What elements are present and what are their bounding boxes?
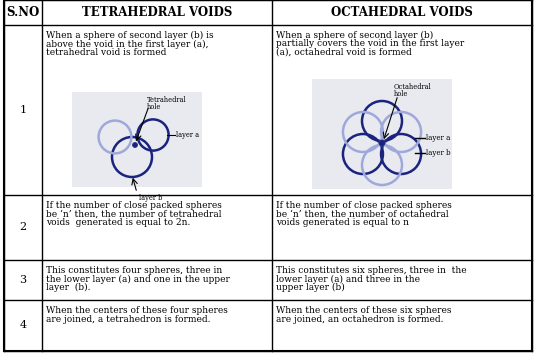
Text: 4: 4 [19, 321, 27, 331]
Text: lower layer (a) and three in the: lower layer (a) and three in the [276, 274, 420, 284]
Text: voids generated is equal to n: voids generated is equal to n [276, 218, 409, 227]
Text: When the centers of these six spheres: When the centers of these six spheres [276, 306, 451, 315]
Text: above the void in the first layer (a),: above the void in the first layer (a), [46, 39, 209, 49]
Text: are joined, a tetrahedron is formed.: are joined, a tetrahedron is formed. [46, 315, 211, 323]
Text: layer b: layer b [139, 194, 162, 202]
Text: This constitutes six spheres, three in  the: This constitutes six spheres, three in t… [276, 266, 467, 275]
Text: are joined, an octahedron is formed.: are joined, an octahedron is formed. [276, 315, 443, 323]
Text: tetrahedral void is formed: tetrahedral void is formed [46, 48, 166, 57]
Text: partially covers the void in the first layer: partially covers the void in the first l… [276, 39, 464, 49]
Text: When the centers of these four spheres: When the centers of these four spheres [46, 306, 228, 315]
Circle shape [132, 142, 138, 147]
Text: S.NO: S.NO [6, 6, 40, 19]
Text: hole: hole [394, 90, 408, 98]
Text: OCTAHEDRAL VOIDS: OCTAHEDRAL VOIDS [331, 6, 473, 19]
Text: layer  (b).: layer (b). [46, 283, 91, 292]
Text: (a), octahedral void is formed: (a), octahedral void is formed [276, 48, 412, 57]
Text: layer b: layer b [427, 149, 451, 157]
Text: This constitutes four spheres, three in: This constitutes four spheres, three in [46, 266, 222, 275]
Text: be ‘n’ then, the number of octahedral: be ‘n’ then, the number of octahedral [276, 209, 449, 218]
Text: 3: 3 [19, 275, 27, 285]
Text: hole: hole [147, 103, 161, 111]
Text: 2: 2 [19, 223, 27, 233]
Bar [312, 79, 452, 189]
Text: voids  generated is equal to 2n.: voids generated is equal to 2n. [46, 218, 190, 227]
Text: 1: 1 [19, 105, 27, 115]
Text: TETRAHEDRAL VOIDS: TETRAHEDRAL VOIDS [82, 6, 232, 19]
Text: When a sphere of second layer (b) is: When a sphere of second layer (b) is [46, 31, 214, 40]
Text: If the number of close packed spheres: If the number of close packed spheres [276, 201, 452, 210]
Text: the lower layer (a) and one in the upper: the lower layer (a) and one in the upper [46, 274, 230, 284]
Text: layer a: layer a [427, 134, 451, 142]
Circle shape [379, 140, 385, 146]
Text: Tetrahedral: Tetrahedral [147, 96, 187, 104]
Text: be ‘n’ then, the number of tetrahedral: be ‘n’ then, the number of tetrahedral [46, 209, 221, 218]
Bar [72, 92, 202, 187]
Text: If the number of close packed spheres: If the number of close packed spheres [46, 201, 222, 210]
Text: layer a: layer a [176, 131, 199, 139]
Text: When a sphere of second layer (b): When a sphere of second layer (b) [276, 31, 433, 40]
Text: Octahedral: Octahedral [394, 83, 432, 91]
Text: upper layer (b): upper layer (b) [276, 283, 345, 292]
